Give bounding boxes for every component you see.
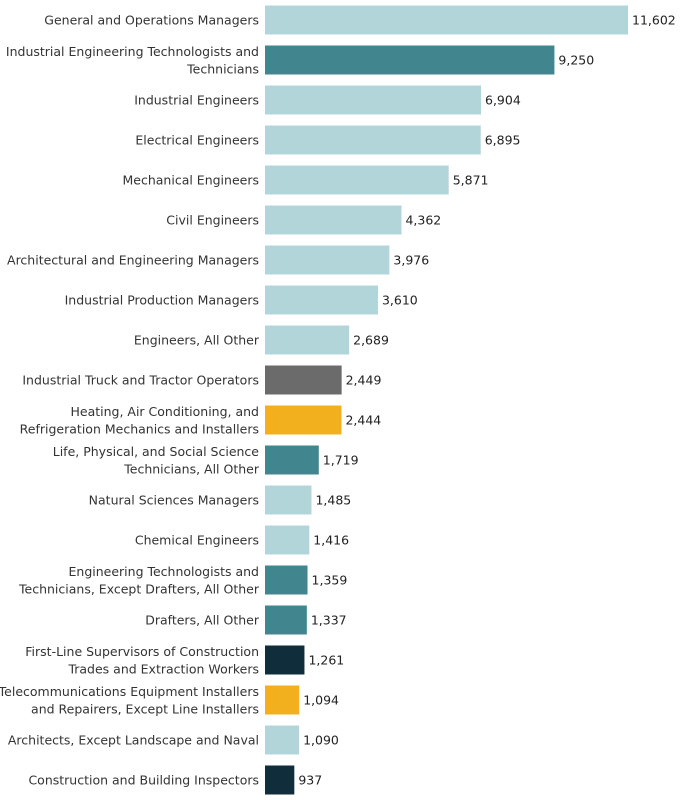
bar: [265, 685, 300, 715]
value-label: 1,416: [313, 533, 349, 548]
bar: [265, 405, 342, 435]
bar: [265, 525, 310, 555]
value-label: 937: [298, 773, 322, 788]
bar: [265, 605, 307, 635]
value-label: 1,359: [312, 573, 348, 588]
value-label: 6,904: [485, 93, 521, 108]
category-label: Engineers, All Other: [134, 333, 260, 348]
category-label: and Repairers, Except Line Installers: [31, 701, 259, 716]
value-label: 1,719: [323, 453, 359, 468]
bar: [265, 285, 378, 315]
category-label: Architectural and Engineering Managers: [7, 253, 259, 268]
value-label: 1,261: [308, 653, 344, 668]
bar: [265, 85, 482, 115]
value-label: 9,250: [558, 53, 594, 68]
bar: [265, 5, 628, 35]
value-label: 2,444: [345, 413, 381, 428]
bar: [265, 365, 342, 395]
value-label: 1,094: [303, 693, 339, 708]
category-label: Civil Engineers: [166, 213, 259, 228]
bar: [265, 725, 300, 755]
bar: [265, 485, 312, 515]
bar: [265, 125, 481, 155]
category-label: Industrial Truck and Tractor Operators: [22, 373, 259, 388]
category-label: Architects, Except Landscape and Naval: [8, 733, 259, 748]
bar: [265, 765, 295, 795]
bar: [265, 445, 319, 475]
category-label: Construction and Building Inspectors: [28, 773, 259, 788]
category-label: Technicians: [186, 61, 259, 76]
bar: [265, 325, 350, 355]
value-label: 11,602: [632, 13, 676, 28]
category-label: Technicians, Except Drafters, All Other: [18, 581, 260, 596]
category-label: Heating, Air Conditioning, and: [70, 404, 259, 419]
category-label: Industrial Engineers: [134, 93, 259, 108]
value-labels-group: 11,602 9,250 6,904 6,895 5,871 4,362 3,976 3,61…: [298, 13, 675, 788]
category-label: Drafters, All Other: [145, 613, 260, 628]
bar: [265, 165, 449, 195]
category-label: Electrical Engineers: [135, 133, 259, 148]
category-label: Trades and Extraction Workers: [67, 661, 259, 676]
category-label: Refrigeration Mechanics and Installers: [20, 421, 259, 436]
category-label: Telecommunications Equipment Installers: [0, 684, 259, 699]
value-label: 5,871: [453, 173, 489, 188]
value-label: 1,485: [315, 493, 351, 508]
bar: [265, 205, 402, 235]
value-label: 4,362: [405, 213, 441, 228]
bar: [265, 645, 305, 675]
bars-group: [265, 5, 628, 795]
bar: [265, 245, 390, 275]
bar: [265, 565, 308, 595]
value-label: 2,689: [353, 333, 389, 348]
category-label: Engineering Technologists and: [69, 564, 260, 579]
category-label: Technicians, All Other: [123, 461, 260, 476]
category-label: Industrial Production Managers: [65, 293, 259, 308]
value-label: 6,895: [485, 133, 521, 148]
category-label: General and Operations Managers: [44, 13, 259, 28]
category-label: Chemical Engineers: [135, 533, 259, 548]
bar: [265, 45, 555, 75]
category-label: Mechanical Engineers: [123, 173, 260, 188]
category-labels-group: General and Operations Managers Industria…: [0, 13, 260, 788]
value-label: 3,976: [393, 253, 429, 268]
category-label: First-Line Supervisors of Construction: [25, 644, 259, 659]
value-label: 3,610: [382, 293, 418, 308]
value-label: 2,449: [346, 373, 382, 388]
category-label: Life, Physical, and Social Science: [53, 444, 260, 459]
category-label: Natural Sciences Managers: [89, 493, 259, 508]
value-label: 1,337: [311, 613, 347, 628]
value-label: 1,090: [303, 733, 339, 748]
category-label: Industrial Engineering Technologists and: [6, 44, 259, 59]
